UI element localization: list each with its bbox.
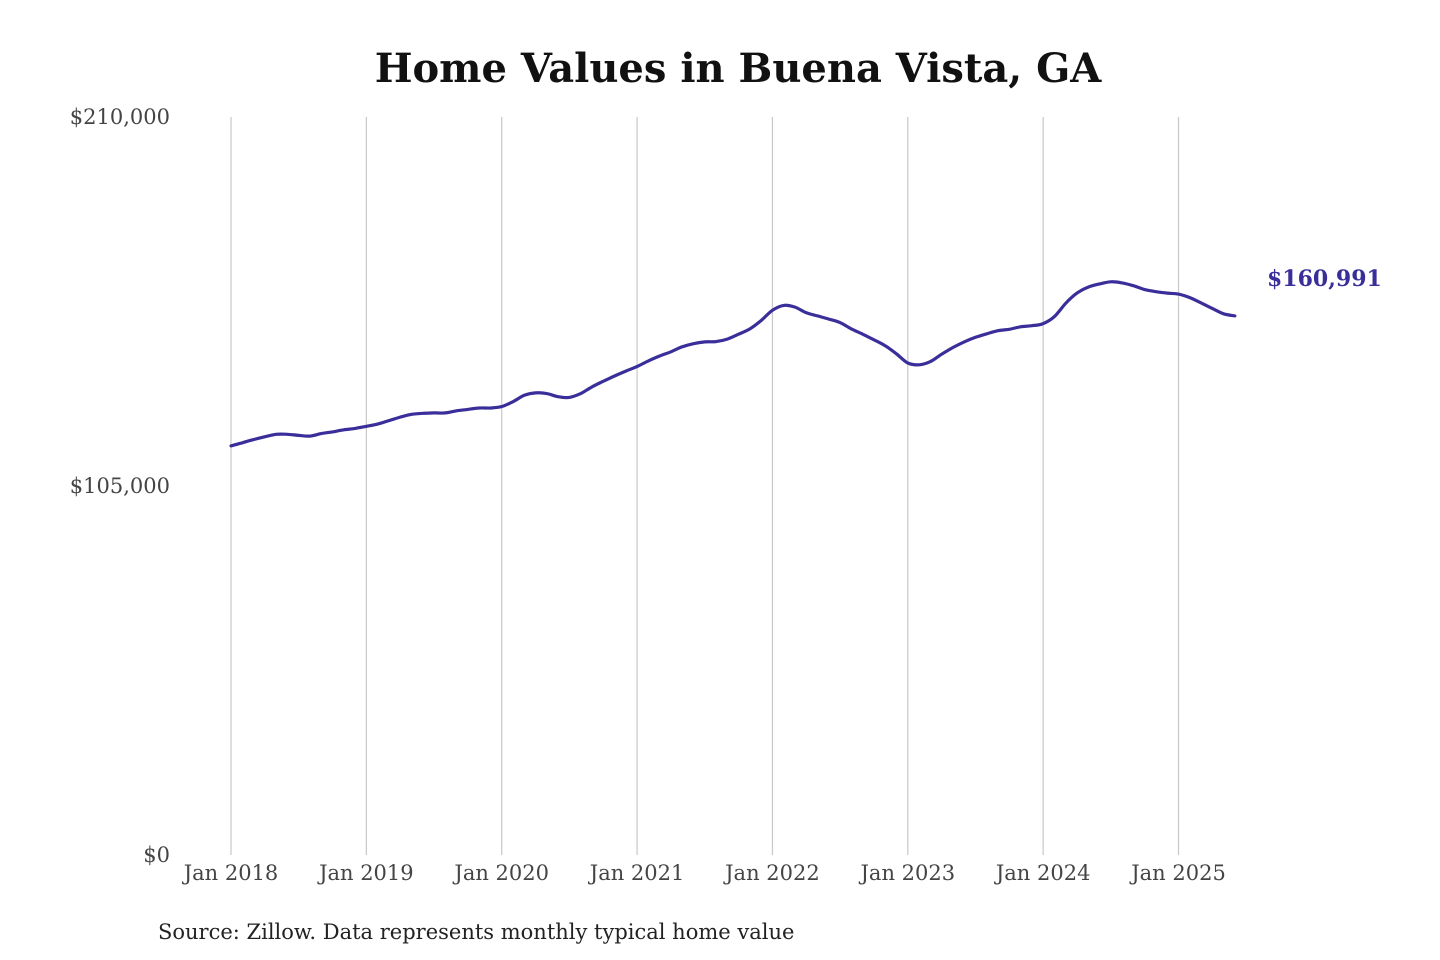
chart-title: Home Values in Buena Vista, GA: [375, 45, 1103, 92]
series-line-0: [229, 280, 1237, 448]
x-tick-label: Jan 2019: [317, 861, 414, 885]
series-group: [229, 280, 1237, 448]
source-note: Source: Zillow. Data represents monthly …: [158, 920, 794, 944]
x-tick-label: Jan 2021: [588, 861, 685, 885]
y-tick-label: $0: [143, 843, 170, 867]
x-tick-label: Jan 2024: [994, 861, 1091, 885]
y-axis-ticks: $0 $105,000 $210,000: [70, 105, 170, 867]
y-tick-label: $105,000: [70, 474, 170, 498]
x-tick-label: Jan 2018: [182, 861, 279, 885]
gridlines: [230, 117, 1180, 855]
x-tick-label: Jan 2025: [1129, 861, 1226, 885]
y-tick-label: $210,000: [70, 105, 170, 129]
x-axis-ticks: Jan 2018 Jan 2019 Jan 2020 Jan 2021 Jan 2022…: [182, 861, 1226, 885]
x-tick-label: Jan 2020: [452, 861, 549, 885]
x-tick-label: Jan 2022: [723, 861, 820, 885]
x-tick-label: Jan 2023: [859, 861, 956, 885]
end-value-label: $160,991: [1267, 266, 1382, 292]
